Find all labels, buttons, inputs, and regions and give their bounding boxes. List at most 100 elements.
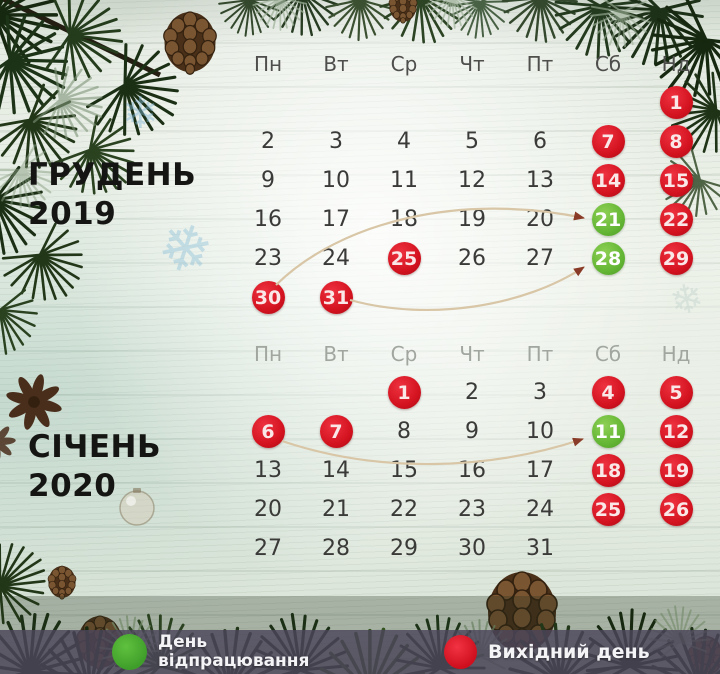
weekday-header-Пн: Пн: [253, 51, 283, 76]
month-year: 2019: [28, 196, 117, 232]
day-cell: 31: [302, 278, 370, 317]
day-january-15: 15: [390, 458, 418, 483]
day-cell: 22: [642, 200, 710, 239]
day-january-11: 11: [591, 415, 625, 448]
empty-cell: [234, 373, 302, 412]
day-december-25: 25: [387, 242, 421, 275]
day-cell: 26: [642, 490, 710, 529]
empty-cell: [438, 278, 506, 317]
day-cell: 16: [234, 200, 302, 239]
day-cell: 13: [506, 161, 574, 200]
day-january-27: 27: [254, 536, 282, 561]
day-january-23: 23: [458, 497, 486, 522]
day-january-12: 12: [659, 415, 693, 448]
day-cell: 1: [642, 83, 710, 122]
day-cell: 15: [642, 161, 710, 200]
empty-cell: [506, 278, 574, 317]
legend-off-label: Вихідний день: [488, 640, 650, 663]
day-january-17: 17: [526, 458, 554, 483]
weekday-header-Сб: Сб: [594, 341, 622, 366]
day-december-17: 17: [322, 207, 350, 232]
day-cell: 24: [506, 490, 574, 529]
legend-work-line2: відпрацювання: [158, 651, 310, 671]
day-cell: 11: [370, 161, 438, 200]
day-january-24: 24: [526, 497, 554, 522]
empty-cell: [302, 373, 370, 412]
day-cell: 6: [234, 412, 302, 451]
weekday-header-Пт: Пт: [526, 51, 554, 76]
weekday-header-Вт: Вт: [323, 341, 349, 366]
day-december-21: 21: [591, 203, 625, 236]
day-december-5: 5: [465, 129, 479, 154]
day-january-8: 8: [397, 419, 411, 444]
day-january-26: 26: [659, 493, 693, 526]
day-cell: 5: [438, 122, 506, 161]
month-title-december: ГРУДЕНЬ 2019: [28, 156, 228, 234]
day-january-25: 25: [591, 493, 625, 526]
day-january-4: 4: [591, 376, 625, 409]
empty-cell: [642, 529, 710, 568]
day-cell: 18: [370, 200, 438, 239]
day-december-7: 7: [591, 125, 625, 158]
day-cell: 3: [302, 122, 370, 161]
day-december-28: 28: [591, 242, 625, 275]
calendar-week-row: 9 10 11 12 13 14 15: [234, 161, 710, 200]
calendar-week-row: 27 28 29 30 31: [234, 529, 710, 568]
day-cell: 14: [302, 451, 370, 490]
day-january-20: 20: [254, 497, 282, 522]
day-december-9: 9: [261, 168, 275, 193]
day-december-16: 16: [254, 207, 282, 232]
day-january-18: 18: [591, 454, 625, 487]
day-cell: 3: [506, 373, 574, 412]
empty-cell: [234, 83, 302, 122]
day-cell: 25: [574, 490, 642, 529]
day-december-11: 11: [390, 168, 418, 193]
empty-cell: [574, 278, 642, 317]
day-december-19: 19: [458, 207, 486, 232]
month-title-january: СІЧЕНЬ 2020: [28, 428, 228, 506]
day-january-14: 14: [322, 458, 350, 483]
day-cell: 19: [642, 451, 710, 490]
day-january-28: 28: [322, 536, 350, 561]
day-cell: 30: [234, 278, 302, 317]
weekday-header-Ср: Ср: [390, 341, 418, 366]
day-cell: 30: [438, 529, 506, 568]
day-december-31: 31: [319, 281, 353, 314]
empty-cell: [438, 83, 506, 122]
day-january-16: 16: [458, 458, 486, 483]
legend-work-label: День відпрацювання: [158, 633, 309, 671]
day-december-12: 12: [458, 168, 486, 193]
day-cell: 25: [370, 239, 438, 278]
day-december-26: 26: [458, 246, 486, 271]
calendar-week-row: 16 17 18 19 20 21 22: [234, 200, 710, 239]
day-december-6: 6: [533, 129, 547, 154]
empty-cell: [370, 278, 438, 317]
day-cell: 26: [438, 239, 506, 278]
empty-cell: [574, 529, 642, 568]
day-january-31: 31: [526, 536, 554, 561]
day-cell: 9: [234, 161, 302, 200]
day-december-30: 30: [251, 281, 285, 314]
day-cell: 11: [574, 412, 642, 451]
day-cell: 28: [574, 239, 642, 278]
day-off-dot-icon: [444, 635, 477, 669]
day-cell: 23: [438, 490, 506, 529]
day-december-18: 18: [390, 207, 418, 232]
day-cell: 22: [370, 490, 438, 529]
day-january-30: 30: [458, 536, 486, 561]
work-day-dot-icon: [112, 634, 147, 670]
day-cell: 14: [574, 161, 642, 200]
month-name: СІЧЕНЬ: [28, 429, 162, 465]
day-cell: 7: [574, 122, 642, 161]
weekday-header-Ср: Ср: [390, 51, 418, 76]
day-cell: 8: [642, 122, 710, 161]
empty-cell: [506, 83, 574, 122]
day-december-13: 13: [526, 168, 554, 193]
weekday-header-Сб: Сб: [594, 51, 622, 76]
calendar-week-row: 2 3 4 5 6 7 8: [234, 122, 710, 161]
day-january-3: 3: [533, 380, 547, 405]
day-cell: 12: [438, 161, 506, 200]
day-cell: 9: [438, 412, 506, 451]
day-cell: 18: [574, 451, 642, 490]
day-january-22: 22: [390, 497, 418, 522]
